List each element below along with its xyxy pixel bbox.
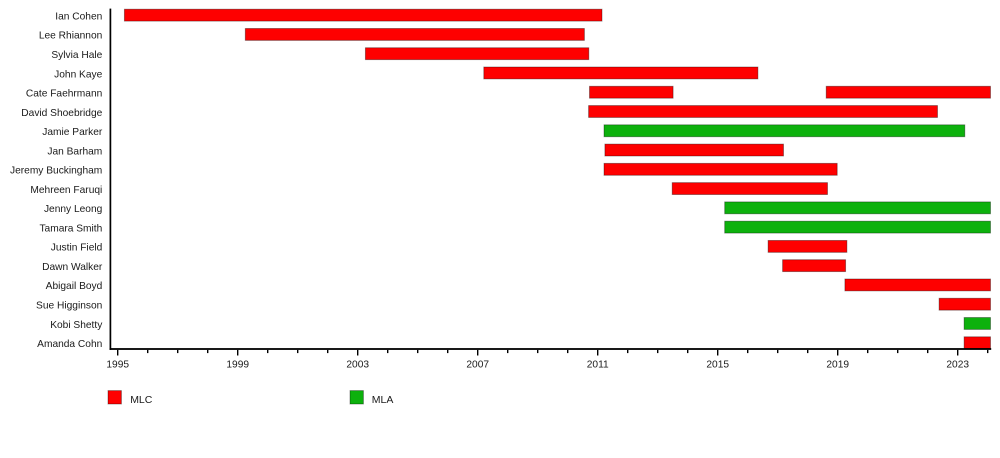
svg-text:2023: 2023 xyxy=(946,359,969,370)
svg-text:Cate Faehrmann: Cate Faehrmann xyxy=(26,89,102,100)
svg-text:Tamara Smith: Tamara Smith xyxy=(39,223,102,234)
svg-text:John Kaye: John Kaye xyxy=(54,69,102,80)
svg-text:1995: 1995 xyxy=(106,359,129,370)
svg-text:Sylvia Hale: Sylvia Hale xyxy=(51,50,102,61)
svg-text:2019: 2019 xyxy=(826,359,849,370)
svg-text:2011: 2011 xyxy=(587,359,609,370)
svg-text:Jan Barham: Jan Barham xyxy=(47,146,102,157)
svg-text:Lee Rhiannon: Lee Rhiannon xyxy=(39,31,102,42)
svg-text:Dawn Walker: Dawn Walker xyxy=(42,262,103,273)
svg-text:2003: 2003 xyxy=(346,359,369,370)
svg-text:Ian Cohen: Ian Cohen xyxy=(55,11,102,22)
svg-text:Mehreen Faruqi: Mehreen Faruqi xyxy=(30,185,102,196)
svg-text:Abigail Boyd: Abigail Boyd xyxy=(46,281,103,292)
svg-text:David Shoebridge: David Shoebridge xyxy=(21,108,102,119)
svg-text:1999: 1999 xyxy=(226,359,249,370)
svg-text:Kobi Shetty: Kobi Shetty xyxy=(50,320,103,331)
svg-text:2015: 2015 xyxy=(706,359,729,370)
svg-text:MLC: MLC xyxy=(130,394,153,406)
svg-text:2007: 2007 xyxy=(466,359,489,370)
svg-text:Amanda Cohn: Amanda Cohn xyxy=(37,339,102,350)
svg-text:Jamie Parker: Jamie Parker xyxy=(42,127,103,138)
svg-text:Justin Field: Justin Field xyxy=(51,243,103,254)
svg-text:Jeremy Buckingham: Jeremy Buckingham xyxy=(10,166,102,177)
svg-text:MLA: MLA xyxy=(372,394,394,406)
svg-text:Jenny Leong: Jenny Leong xyxy=(44,204,103,215)
svg-text:Sue Higginson: Sue Higginson xyxy=(36,301,102,312)
